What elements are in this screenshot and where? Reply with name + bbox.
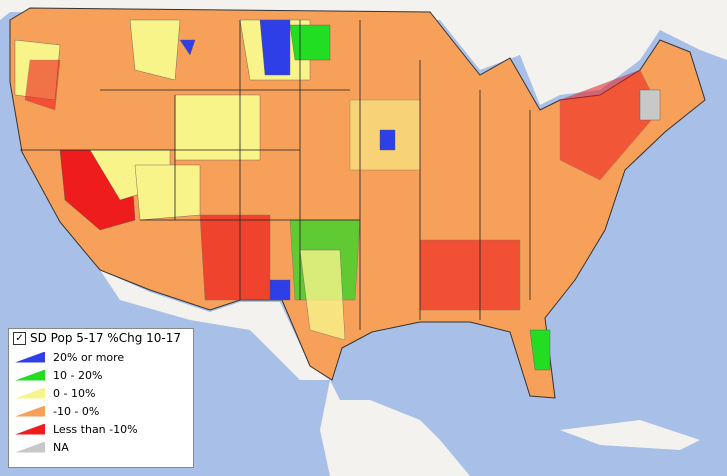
- legend-label: 20% or more: [53, 350, 125, 364]
- legend-item: NA: [13, 438, 189, 456]
- map-regions: [14, 19, 661, 371]
- mexico: [100, 270, 470, 476]
- legend-title: SD Pop 5-17 %Chg 10-17: [30, 331, 181, 345]
- cuba: [560, 420, 700, 450]
- legend-swatch: [15, 441, 45, 453]
- legend-swatch: [15, 351, 45, 363]
- legend-item: 10 - 20%: [13, 366, 189, 384]
- canada: [0, 0, 727, 105]
- legend-item: Less than -10%: [13, 420, 189, 438]
- legend-item: 20% or more: [13, 348, 189, 366]
- layer-checkbox[interactable]: ✓: [13, 331, 26, 345]
- legend-label: 0 - 10%: [53, 386, 96, 400]
- legend-item: 0 - 10%: [13, 384, 189, 402]
- legend-swatch: [15, 369, 45, 381]
- legend: ✓ SD Pop 5-17 %Chg 10-17 20% or more 10 -…: [8, 328, 194, 468]
- state-lines: [20, 20, 531, 330]
- legend-item: -10 - 0%: [13, 402, 189, 420]
- legend-label: 10 - 20%: [53, 368, 103, 382]
- legend-label: NA: [53, 440, 69, 454]
- legend-label: Less than -10%: [53, 422, 138, 436]
- legend-items: 20% or more 10 - 20% 0 - 10% -10 - 0% Less t…: [13, 348, 189, 456]
- legend-swatch: [15, 387, 45, 399]
- legend-header: ✓ SD Pop 5-17 %Chg 10-17: [13, 331, 189, 345]
- legend-swatch: [15, 405, 45, 417]
- legend-label: -10 - 0%: [53, 404, 100, 418]
- legend-swatch: [15, 423, 45, 435]
